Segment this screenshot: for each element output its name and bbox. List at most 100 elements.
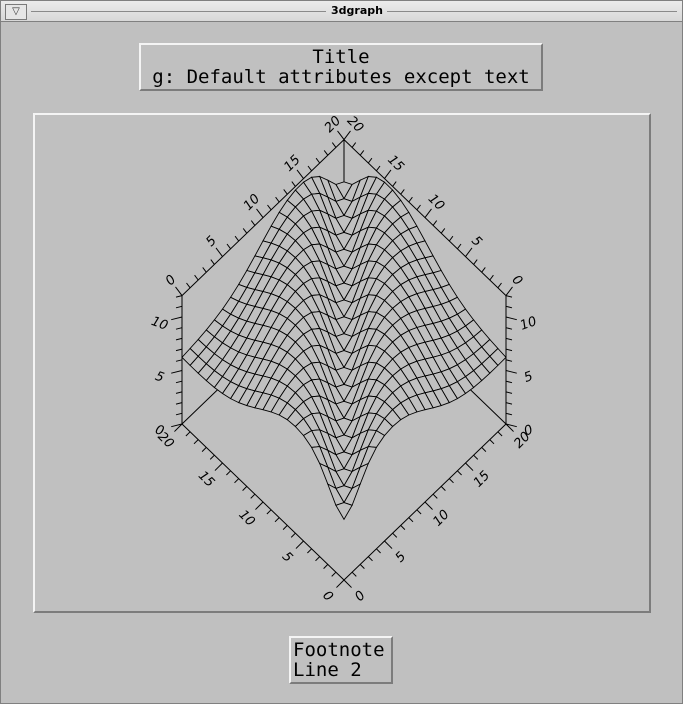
top-y-axis-tick-label: 5 bbox=[203, 233, 219, 249]
z-axis-right-tick bbox=[505, 359, 513, 362]
top-y-axis-tick bbox=[234, 235, 240, 242]
y-axis-tick-label: 5 bbox=[393, 549, 409, 565]
top-x-axis-tick bbox=[497, 282, 502, 289]
z-axis-right-tick bbox=[505, 370, 517, 374]
x-axis-tick bbox=[201, 447, 207, 452]
x-axis-tick-label: 15 bbox=[195, 468, 217, 490]
z-axis-left-tick bbox=[175, 402, 183, 405]
top-y-axis-tick-label: 0 bbox=[163, 272, 179, 288]
y-axis-tick-label: 15 bbox=[471, 468, 493, 490]
footer-line-2: Line 2 bbox=[293, 659, 362, 681]
top-y-axis-tick bbox=[323, 150, 329, 156]
z-axis-left-tick bbox=[175, 380, 183, 384]
chart-footer: Footnote Line 2 bbox=[289, 636, 393, 684]
z-axis-left-tick bbox=[171, 316, 183, 321]
top-y-axis-tick-label: 15 bbox=[281, 153, 303, 175]
window-titlebar[interactable]: ▽ 3dgraph bbox=[1, 1, 682, 22]
x-axis-tick bbox=[331, 571, 337, 577]
z-axis-left-tick bbox=[175, 337, 183, 341]
top-y-axis-tick bbox=[267, 204, 272, 211]
top-x-axis-tick bbox=[456, 243, 462, 250]
top-y-axis-tick bbox=[210, 259, 215, 265]
top-y-axis-tick bbox=[275, 196, 280, 203]
z-axis-left-tick bbox=[175, 391, 183, 394]
top-y-axis-tick bbox=[186, 282, 191, 289]
z-axis-right-tick-label: 10 bbox=[518, 314, 539, 334]
surface-cell bbox=[335, 502, 353, 521]
x-axis-tick bbox=[336, 579, 345, 588]
x-axis-tick bbox=[282, 525, 288, 530]
y-axis-tick bbox=[505, 423, 514, 432]
y-axis-tick bbox=[392, 532, 398, 538]
y-axis-tick bbox=[351, 571, 357, 577]
top-x-axis-tick-label: 0 bbox=[509, 272, 525, 288]
x-axis-tick bbox=[255, 501, 264, 510]
z-axis-left-tick bbox=[175, 327, 183, 330]
y-axis-tick bbox=[408, 517, 414, 523]
top-y-axis-tick bbox=[296, 169, 304, 179]
y-axis-tick bbox=[481, 447, 487, 452]
top-y-axis-tick bbox=[250, 220, 256, 226]
z-axis-right-tick bbox=[505, 391, 513, 394]
z-axis-right-tick-label: 5 bbox=[522, 369, 535, 386]
z-axis-right-tick bbox=[505, 327, 513, 330]
window-title: 3dgraph bbox=[331, 4, 383, 17]
z-axis-right-tick bbox=[505, 295, 513, 298]
x-axis-tick bbox=[266, 509, 272, 515]
top-x-axis-tick-label: 15 bbox=[384, 153, 406, 175]
z-axis-left-tick bbox=[171, 423, 183, 428]
top-x-axis-tick bbox=[473, 259, 478, 265]
top-x-axis-tick bbox=[432, 220, 438, 226]
top-y-axis-tick bbox=[194, 274, 199, 281]
top-x-axis-tick bbox=[489, 274, 494, 281]
top-y-axis-tick bbox=[337, 130, 345, 140]
top-y-axis-tick bbox=[256, 208, 264, 218]
z-axis-right-tick bbox=[505, 402, 513, 405]
top-x-axis-tick bbox=[359, 150, 365, 156]
top-x-axis-tick bbox=[424, 208, 432, 218]
titlebar-rule-left bbox=[31, 11, 326, 12]
top-x-axis-tick bbox=[384, 169, 392, 179]
top-x-axis-tick bbox=[448, 235, 454, 242]
x-axis-tick-label: 10 bbox=[235, 507, 257, 529]
window-menu-button[interactable]: ▽ bbox=[5, 4, 27, 20]
top-y-axis-tick bbox=[307, 165, 313, 172]
x-axis-tick bbox=[209, 454, 215, 460]
z-axis-left-tick bbox=[175, 348, 183, 352]
x-axis-tick bbox=[315, 556, 321, 562]
y-axis-tick bbox=[359, 564, 365, 569]
top-x-axis-tick bbox=[440, 228, 446, 234]
z-axis-left-tick bbox=[175, 295, 183, 298]
x-axis-tick-label: 5 bbox=[279, 549, 295, 565]
z-axis-right-tick bbox=[505, 337, 513, 341]
x-axis-tick bbox=[307, 548, 312, 554]
top-x-axis-tick bbox=[408, 196, 413, 203]
top-x-axis-tick bbox=[375, 165, 381, 172]
x-axis-tick bbox=[290, 532, 296, 538]
y-axis-tick-label: 0 bbox=[352, 588, 368, 604]
top-y-axis-tick bbox=[242, 228, 248, 234]
chart-area: 0 5 10 15 20 0 5 10 15 20 0 5 10 15 20 0 5 10 15 20 0 5 10 0 5 10 bbox=[33, 113, 651, 613]
z-axis-right-tick bbox=[505, 316, 517, 321]
top-x-axis-tick bbox=[465, 247, 473, 257]
x-axis-tick bbox=[185, 431, 191, 437]
y-axis-tick bbox=[424, 501, 433, 510]
x-axis-tick bbox=[234, 478, 240, 484]
x-axis-tick bbox=[323, 564, 329, 569]
x-axis-tick bbox=[226, 470, 231, 476]
y-axis-tick bbox=[497, 431, 503, 437]
top-x-axis-tick-label: 5 bbox=[468, 233, 484, 249]
y-axis-tick bbox=[465, 462, 474, 471]
top-y-axis-tick bbox=[283, 189, 288, 195]
z-axis-left-tick bbox=[175, 305, 183, 309]
top-y-axis-tick-label: 10 bbox=[241, 192, 263, 214]
z-axis-right-tick bbox=[505, 348, 513, 352]
top-x-axis-tick bbox=[505, 286, 513, 296]
z-axis-left-tick bbox=[175, 412, 183, 416]
y-axis-tick bbox=[367, 556, 373, 562]
y-axis-tick bbox=[457, 470, 462, 476]
top-y-axis-tick bbox=[215, 247, 223, 257]
footer-line-1: Footnote bbox=[293, 639, 385, 661]
